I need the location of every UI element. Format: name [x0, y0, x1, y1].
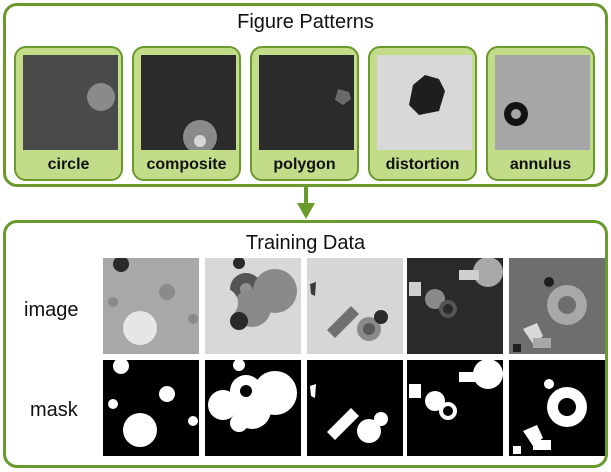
down-arrow-icon	[297, 187, 315, 219]
row-label-mask: mask	[30, 399, 78, 421]
training-data-panel: Training Data image mask	[3, 220, 608, 468]
pattern-label-composite: composite	[146, 156, 227, 173]
pattern-label-distortion: distortion	[385, 156, 460, 173]
pattern-label-polygon: polygon	[273, 156, 336, 173]
pattern-image-polygon	[259, 55, 354, 150]
pattern-card-circle: circle	[14, 46, 123, 181]
training-image-4	[407, 258, 503, 354]
pattern-card-annulus: annulus	[486, 46, 595, 181]
training-mask-1	[103, 360, 199, 456]
pattern-card-distortion: distortion	[368, 46, 477, 181]
training-mask-5	[509, 360, 605, 456]
training-mask-3	[307, 360, 403, 456]
row-label-image: image	[24, 299, 79, 321]
figure-patterns-panel: Figure Patterns circle composite polygon…	[3, 3, 608, 187]
pattern-image-distortion	[377, 55, 472, 150]
pattern-image-annulus	[495, 55, 590, 150]
training-mask-4	[407, 360, 503, 456]
pattern-label-annulus: annulus	[509, 156, 572, 173]
training-image-2	[205, 258, 301, 354]
pattern-image-composite	[141, 55, 236, 150]
training-image-3	[307, 258, 403, 354]
training-image-1	[103, 258, 199, 354]
pattern-image-circle	[23, 55, 118, 150]
figure-patterns-title: Figure Patterns	[237, 11, 374, 33]
training-image-5	[509, 258, 605, 354]
pattern-label-circle: circle	[47, 156, 90, 173]
pattern-card-polygon: polygon	[250, 46, 359, 181]
pattern-card-composite: composite	[132, 46, 241, 181]
training-mask-2	[205, 360, 301, 456]
training-data-title: Training Data	[245, 232, 366, 254]
